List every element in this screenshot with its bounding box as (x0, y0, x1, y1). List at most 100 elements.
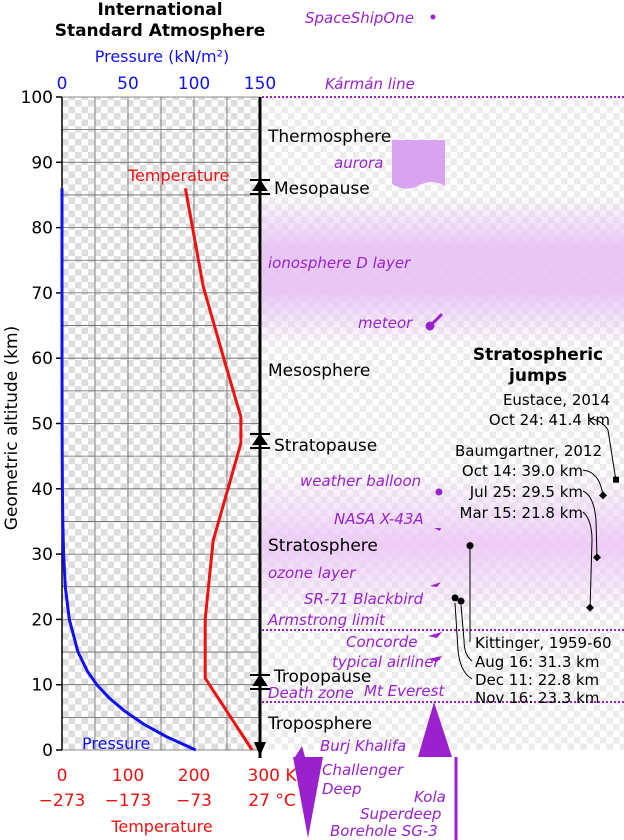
pressure-ticks: 0 50 100 150 (57, 74, 277, 94)
layer-troposphere: Troposphere (267, 714, 372, 734)
y-axis-label: Geometric altitude (km) (2, 326, 22, 530)
jump-marker-baumgartner (586, 603, 594, 612)
chart-title-line1: International (97, 0, 222, 20)
kelvin-tick-label: 200 (178, 766, 210, 786)
axis-arrow-down (254, 742, 266, 756)
temperature-axis-label: Temperature (110, 817, 212, 836)
kittinger-name: Kittinger, 1959-60 (475, 634, 612, 652)
y-tick-label: 70 (31, 284, 53, 304)
pressure-tick-label: 100 (178, 74, 210, 94)
series-group (60, 188, 254, 752)
label-ozone: ozone layer (268, 564, 356, 582)
label-meteor: meteor (358, 314, 413, 332)
weather-balloon-marker (435, 488, 443, 496)
x43a-icon (434, 528, 441, 531)
label-x43a: NASA X-43A (334, 510, 424, 528)
y-tick-label: 30 (31, 545, 53, 565)
kelvin-tick-label: 0 (57, 766, 68, 786)
jump-marker-kittinger (457, 597, 465, 605)
ionosphere-band (262, 195, 624, 345)
pressure-series-label: Pressure (82, 734, 150, 753)
kelvin-tick-label: 300 K (248, 766, 298, 786)
celsius-tick-label: −73 (176, 791, 212, 811)
mt-everest-icon (418, 702, 452, 757)
y-tick-label: 20 (31, 610, 53, 630)
label-mt-everest: Mt Everest (364, 682, 445, 700)
boundary-tropopause: Tropopause (273, 667, 371, 687)
label-burj-khalifa: Burj Khalifa (320, 737, 406, 755)
label-ionosphere: ionosphere D layer (268, 254, 411, 272)
y-tick-label: 80 (31, 219, 53, 239)
jump-marker-baumgartner (599, 491, 607, 500)
boundary-mesopause: Mesopause (274, 179, 370, 199)
label-armstrong: Armstrong limit (267, 611, 386, 629)
jump-marker-baumgartner (593, 553, 601, 562)
label-weather-balloon: weather balloon (300, 472, 421, 490)
label-challenger-2: Deep (322, 780, 362, 798)
layer-stratosphere: Stratosphere (268, 536, 378, 556)
y-tick-label: 100 (21, 88, 53, 108)
baumgartner-jump-3: Mar 15: 21.8 km (460, 504, 583, 522)
label-kola-3: Borehole SG-3 (330, 822, 438, 840)
jump-marker-eustace (613, 476, 619, 483)
sr71-icon (430, 582, 441, 587)
jumps-title-2: jumps (508, 366, 567, 386)
baumgartner-jump-1: Oct 14: 39.0 km (462, 462, 583, 480)
y-tick-label: 0 (42, 741, 53, 761)
jump-markers (451, 476, 619, 612)
label-challenger-1: Challenger (322, 761, 404, 779)
y-tick-label: 40 (31, 480, 53, 500)
kelvin-tick-label: 100 (112, 766, 144, 786)
pressure-tick-label: 50 (117, 74, 139, 94)
label-kola-2: Superdeep (360, 805, 441, 823)
y-tick-label: 50 (31, 415, 53, 435)
temperature-ticks: 0 100 200 300 K −273 −173 −73 27 °C (39, 766, 298, 811)
jump-marker-kittinger (451, 594, 459, 602)
label-aurora: aurora (334, 154, 383, 172)
label-karman-line: Kármán line (325, 75, 415, 93)
eustace-name: Eustace, 2014 (503, 391, 610, 409)
label-kola-1: Kola (414, 788, 446, 806)
jump-marker-kittinger (466, 542, 474, 550)
kittinger-jump-2: Dec 11: 22.8 km (475, 671, 599, 689)
challenger-deep-icon (293, 757, 323, 838)
boundary-stratopause: Stratopause (274, 436, 377, 456)
label-concorde: Concorde (346, 633, 418, 651)
pressure-line (60, 188, 197, 752)
ozone-band (262, 470, 624, 620)
layer-mesosphere: Mesosphere (268, 361, 370, 381)
burj-khalifa-icon (295, 746, 305, 757)
pressure-tick-label: 150 (244, 74, 276, 94)
jump-leader-lines (454, 417, 617, 680)
mesopause-marker (250, 179, 270, 195)
aurora-shape (392, 140, 445, 189)
y-tick-label: 10 (31, 676, 53, 696)
eustace-jump-1: Oct 24: 41.4 km (489, 411, 610, 429)
kittinger-jump-1: Aug 16: 31.3 km (475, 653, 599, 671)
kittinger-jump-3: Nov 16: 23.3 km (475, 689, 599, 707)
airliner-icon (428, 656, 442, 662)
chart-title-line2: Standard Atmosphere (55, 21, 266, 41)
y-axis-ticks: 0 10 20 30 40 50 60 70 80 90 100 (21, 88, 62, 761)
layer-thermosphere: Thermosphere (267, 127, 391, 147)
label-spaceshipone: SpaceShipOne (305, 9, 414, 27)
label-sr71: SR-71 Blackbird (304, 590, 424, 608)
label-death-zone: Death zone (268, 684, 354, 702)
grid (61, 96, 261, 751)
pressure-axis-label: Pressure (kN/m²) (95, 47, 230, 66)
baumgartner-jump-2: Jul 25: 29.5 km (469, 483, 583, 501)
y-tick-label: 90 (31, 153, 53, 173)
baumgartner-name: Baumgartner, 2012 (455, 442, 602, 460)
spaceshipone-marker (430, 14, 436, 20)
celsius-tick-label: −173 (105, 791, 152, 811)
celsius-tick-label: 27 °C (248, 791, 295, 811)
pressure-tick-label: 0 (57, 74, 68, 94)
label-airliner: typical airliner (332, 653, 440, 671)
y-tick-label: 60 (31, 349, 53, 369)
stratopause-marker (250, 433, 270, 449)
celsius-tick-label: −273 (39, 791, 86, 811)
jumps-title-1: Stratospheric (473, 345, 603, 365)
temperature-line (183, 188, 254, 751)
tropopause-marker (250, 674, 270, 690)
